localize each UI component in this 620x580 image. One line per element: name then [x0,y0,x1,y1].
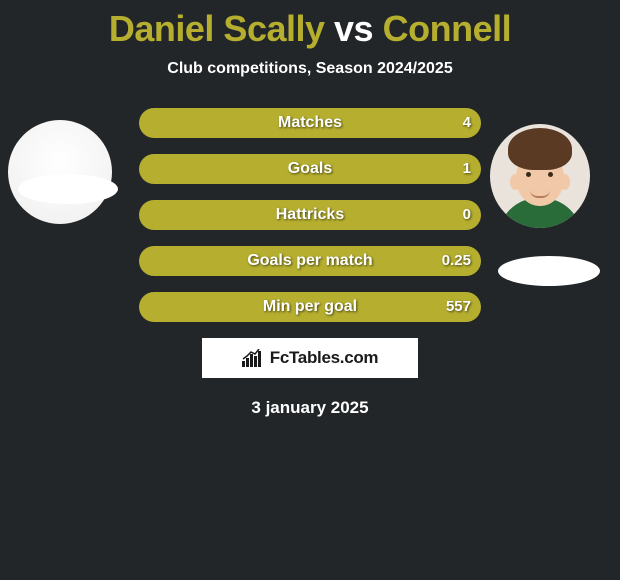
stat-label: Goals [139,154,481,184]
stat-bar: Min per goal 557 [139,292,481,322]
subtitle: Club competitions, Season 2024/2025 [0,60,620,78]
stat-row-goals: Goals 1 [0,154,620,184]
player2-name: Connell [383,8,512,49]
stat-label: Matches [139,108,481,138]
comparison-title: Daniel Scally vs Connell [0,0,620,50]
stat-value: 0.25 [442,246,471,276]
stat-row-gpm: Goals per match 0.25 [0,246,620,276]
stat-row-mpg: Min per goal 557 [0,292,620,322]
player1-name: Daniel Scally [109,8,325,49]
stat-bar: Hattricks 0 [139,200,481,230]
stat-value: 557 [446,292,471,322]
stat-bar: Goals per match 0.25 [139,246,481,276]
stat-label: Hattricks [139,200,481,230]
date-text: 3 january 2025 [0,398,620,418]
stat-value: 0 [463,200,471,230]
stat-label: Goals per match [139,246,481,276]
stat-value: 4 [463,108,471,138]
stat-label: Min per goal [139,292,481,322]
vs-text: vs [334,8,373,49]
stat-value: 1 [463,154,471,184]
stat-row-matches: Matches 4 [0,108,620,138]
stat-bar: Goals 1 [139,154,481,184]
branding-text: FcTables.com [270,348,379,368]
stat-row-hattricks: Hattricks 0 [0,200,620,230]
stat-bar: Matches 4 [139,108,481,138]
chart-bars-icon [242,349,264,367]
branding-badge: FcTables.com [202,338,418,378]
